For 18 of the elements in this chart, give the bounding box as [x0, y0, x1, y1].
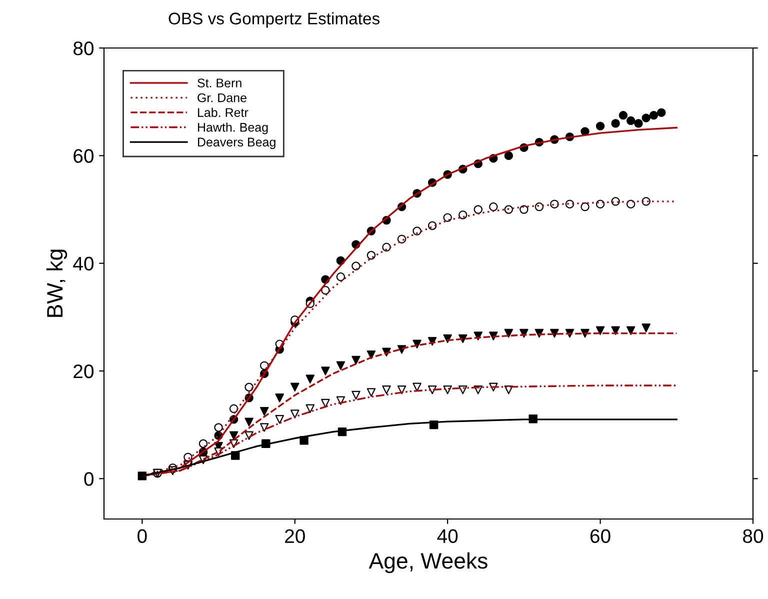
y-tick-label: 60 [74, 149, 94, 163]
y-axis-title: BW, kg [46, 250, 68, 317]
legend-label: Hawth. Beag [198, 122, 268, 134]
legend-label: Deavers Beag [198, 138, 276, 149]
x-tick-label: 20 [285, 529, 305, 544]
y-tick-label: 0 [84, 472, 94, 486]
x-tick-label: 0 [138, 529, 147, 544]
legend-label: Lab. Retr [198, 108, 248, 117]
y-tick-label: 80 [73, 41, 94, 56]
x-axis-title: Age, Weeks [368, 552, 488, 574]
chart-title: OBS vs Gompertz Estimates [168, 12, 380, 28]
x-tick-label: 60 [590, 529, 610, 544]
y-tick-label: 20 [74, 364, 94, 378]
x-tick-label: 80 [743, 529, 764, 544]
legend-label: Gr. Dane [198, 93, 246, 102]
x-tick-label: 40 [437, 529, 458, 544]
legend-label: St. Bern [198, 78, 242, 88]
y-tick-label: 40 [73, 256, 94, 271]
